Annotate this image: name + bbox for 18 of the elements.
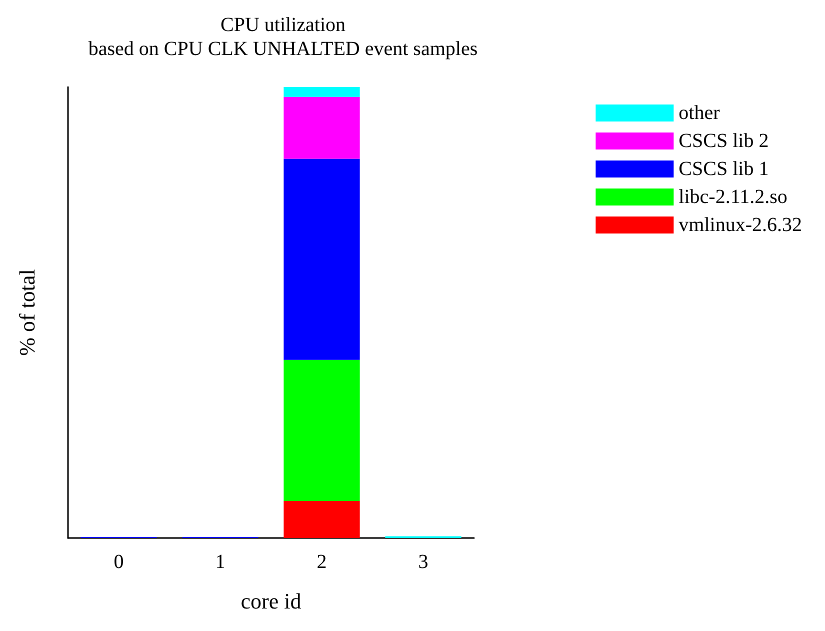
chart-title: CPU utilization (220, 14, 346, 36)
legend-label: CSCS lib 1 (678, 158, 769, 180)
bar (284, 158, 360, 360)
legend-label: other (678, 102, 720, 124)
bar (284, 501, 360, 538)
bar (284, 360, 360, 502)
legend-label: libc-2.11.2.so (678, 186, 788, 208)
bar (284, 96, 360, 159)
legend-label: CSCS lib 2 (678, 130, 769, 152)
chart-subtitle: based on CPU CLK UNHALTED event samples (88, 38, 478, 60)
x-tick-label: 3 (418, 551, 428, 573)
x-axis-title: core id (240, 588, 302, 614)
y-axis-title: % of total (14, 269, 40, 356)
bar (284, 87, 360, 97)
x-tick-label: 1 (215, 551, 226, 573)
x-tick-label: 2 (316, 551, 327, 573)
x-tick-label: 0 (114, 551, 124, 573)
legend-label: vmlinux-2.6.32 (678, 214, 802, 236)
